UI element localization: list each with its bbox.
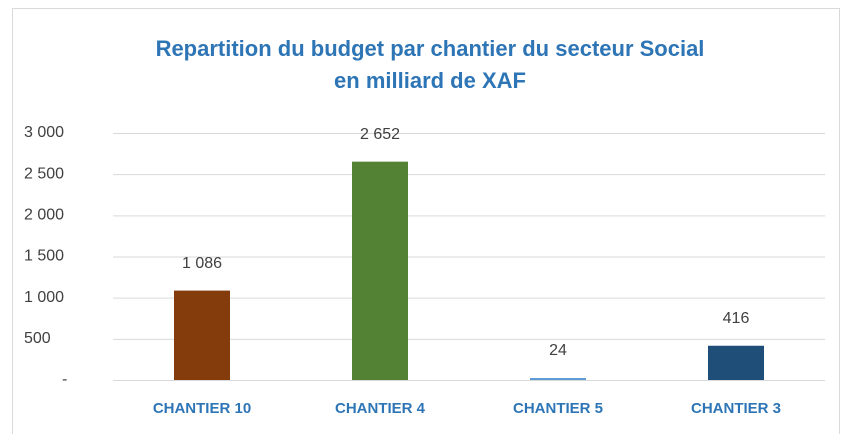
y-tick-label: 2 500 bbox=[24, 165, 64, 182]
y-tick-label: 500 bbox=[24, 330, 51, 347]
data-label: 416 bbox=[723, 310, 750, 327]
bar bbox=[174, 290, 230, 380]
bar bbox=[352, 161, 408, 380]
x-tick-label: CHANTIER 4 bbox=[335, 400, 426, 417]
y-tick-label: 2 000 bbox=[24, 207, 64, 224]
x-tick-label: CHANTIER 5 bbox=[513, 400, 603, 417]
y-tick-label: 1 500 bbox=[24, 248, 64, 265]
data-label: 2 652 bbox=[360, 126, 400, 143]
bar bbox=[708, 345, 764, 380]
y-tick-label: 1 000 bbox=[24, 289, 64, 306]
chart-title: Repartition du budget par chantier du se… bbox=[156, 36, 705, 61]
chart-border bbox=[12, 8, 840, 434]
data-label: 1 086 bbox=[182, 255, 222, 272]
x-tick-label: CHANTIER 3 bbox=[691, 400, 781, 417]
y-tick-label: - bbox=[62, 371, 67, 388]
chart-title: en milliard de XAF bbox=[334, 68, 526, 93]
data-label: 24 bbox=[549, 342, 567, 359]
bar bbox=[530, 378, 586, 380]
x-tick-label: CHANTIER 10 bbox=[153, 400, 251, 417]
y-tick-label: 3 000 bbox=[24, 124, 64, 141]
